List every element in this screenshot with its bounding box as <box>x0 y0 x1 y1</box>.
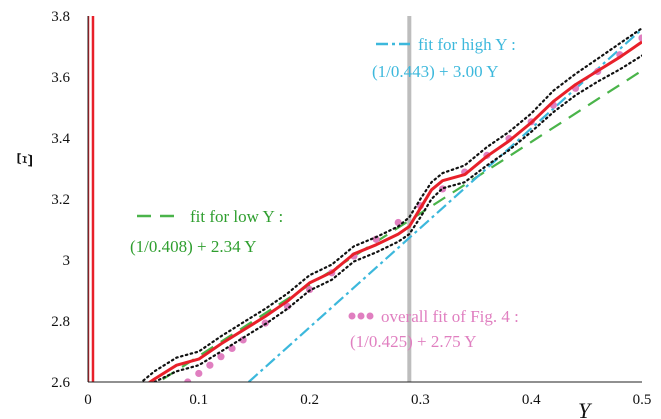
tick-labels: 0 0.1 0.2 0.3 0.4 0.5 2.6 2.8 3 3.2 3.4 3.6 3.8 <box>51 9 651 408</box>
annotation-overall-label: overall fit of Fig. 4 : <box>381 307 519 326</box>
y-tick-label: 2.8 <box>51 314 70 330</box>
legend-overall-dots-swatch <box>348 312 374 320</box>
overall-fit-point <box>228 344 236 353</box>
y-tick-label: 3 <box>63 253 71 269</box>
y-tick-label: 2.6 <box>51 375 70 391</box>
annotation-high-y-formula: (1/0.443) + 3.00 Y <box>372 62 499 81</box>
overall-fit-point <box>638 34 642 42</box>
series-line-fit-for-high <box>247 28 642 382</box>
series-line-data <box>147 40 642 382</box>
annotation-low-y-formula: (1/0.408) + 2.34 Y <box>130 237 257 256</box>
x-axis-label: Y <box>578 398 593 419</box>
x-tick-label: 0.3 <box>411 392 430 408</box>
annotation-overall-formula: (1/0.425) + 2.75 Y <box>350 332 477 351</box>
x-tick-label: 0.1 <box>189 392 208 408</box>
x-tick-label: 0 <box>84 392 92 408</box>
annotation-low-y-label: fit for low Y : <box>190 207 283 226</box>
y-tick-label: 3.2 <box>51 192 70 208</box>
overall-fit-point <box>372 235 380 243</box>
y-tick-label: 3.6 <box>51 70 70 86</box>
overall-fit-point <box>195 369 203 378</box>
series-line-lower-bound <box>153 54 642 382</box>
x-tick-label: 0.2 <box>300 392 319 408</box>
y-axis-label: Ξ <box>12 153 37 167</box>
x-tick-label: 0.5 <box>633 392 652 408</box>
series-line-upper-bound <box>142 27 642 382</box>
annotation-high-y-label: fit for high Y : <box>418 35 516 54</box>
plot-area <box>88 16 642 382</box>
overall-fit-point <box>217 353 225 361</box>
overall-fit-point <box>394 218 402 227</box>
overall-fit-point <box>184 378 192 382</box>
y-tick-label: 3.8 <box>51 9 70 25</box>
overall-fit-point <box>206 361 214 369</box>
x-tick-label: 0.4 <box>522 392 541 408</box>
axes <box>87 16 642 383</box>
overall-fit-point <box>239 336 247 344</box>
y-tick-label: 3.4 <box>51 131 70 147</box>
series-line-fit-for-low <box>156 69 642 382</box>
